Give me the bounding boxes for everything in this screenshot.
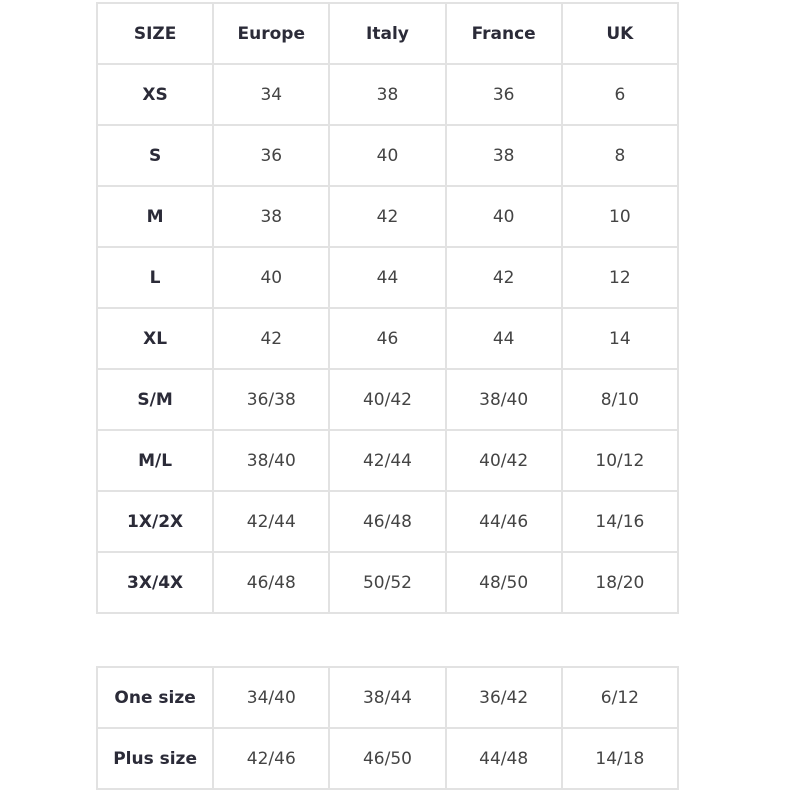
size-value-cell: 44	[328, 246, 447, 309]
size-value-cell: 42/46	[212, 727, 331, 790]
size-label-cell: S	[95, 124, 215, 187]
column-header: SIZE	[95, 2, 215, 65]
size-value-cell: 48/50	[444, 551, 563, 614]
table-row: S/M 36/38 40/42 38/40 8/10	[95, 368, 680, 431]
size-value-cell: 46/48	[212, 551, 331, 614]
table-row: XL 42 46 44 14	[95, 307, 680, 370]
column-header: Europe	[212, 2, 331, 65]
size-label-cell: M/L	[95, 429, 215, 492]
size-value-cell: 40	[328, 124, 447, 187]
size-value-cell: 42	[444, 246, 563, 309]
table-row: M/L 38/40 42/44 40/42 10/12	[95, 429, 680, 492]
size-value-cell: 38	[328, 63, 447, 126]
size-value-cell: 38/40	[444, 368, 563, 431]
header-row: SIZE Europe Italy France UK	[95, 2, 680, 65]
size-label-cell: XS	[95, 63, 215, 126]
size-value-cell: 34	[212, 63, 331, 126]
size-value-cell: 6/12	[560, 666, 680, 729]
size-value-cell: 38	[212, 185, 331, 248]
size-chart-table: SIZE Europe Italy France UK XS 34 38 36 6 S 36 40 38 8…	[95, 2, 680, 614]
size-label-cell: One size	[95, 666, 215, 729]
table-row: M 38 42 40 10	[95, 185, 680, 248]
size-value-cell: 38/44	[328, 666, 447, 729]
table-row: S 36 40 38 8	[95, 124, 680, 187]
size-label-cell: Plus size	[95, 727, 215, 790]
size-value-cell: 50/52	[328, 551, 447, 614]
size-value-cell: 8/10	[560, 368, 680, 431]
size-value-cell: 38/40	[212, 429, 331, 492]
size-label-cell: 3X/4X	[95, 551, 215, 614]
table-row: One size 34/40 38/44 36/42 6/12	[95, 666, 680, 729]
size-value-cell: 10/12	[560, 429, 680, 492]
table-row: 3X/4X 46/48 50/52 48/50 18/20	[95, 551, 680, 614]
size-value-cell: 14	[560, 307, 680, 370]
special-size-table: One size 34/40 38/44 36/42 6/12 Plus size 42/4…	[95, 666, 680, 790]
column-header: France	[444, 2, 563, 65]
size-value-cell: 46/50	[328, 727, 447, 790]
size-value-cell: 42	[328, 185, 447, 248]
size-value-cell: 40	[212, 246, 331, 309]
size-value-cell: 36	[444, 63, 563, 126]
size-value-cell: 42/44	[328, 429, 447, 492]
size-label-cell: S/M	[95, 368, 215, 431]
column-header: Italy	[328, 2, 447, 65]
size-value-cell: 40/42	[444, 429, 563, 492]
size-value-cell: 40/42	[328, 368, 447, 431]
table-row: L 40 44 42 12	[95, 246, 680, 309]
size-value-cell: 44/48	[444, 727, 563, 790]
size-value-cell: 34/40	[212, 666, 331, 729]
table-row: 1X/2X 42/44 46/48 44/46 14/16	[95, 490, 680, 553]
size-value-cell: 36/38	[212, 368, 331, 431]
size-value-cell: 36/42	[444, 666, 563, 729]
size-label-cell: L	[95, 246, 215, 309]
table-row: Plus size 42/46 46/50 44/48 14/18	[95, 727, 680, 790]
column-header: UK	[560, 2, 680, 65]
size-value-cell: 8	[560, 124, 680, 187]
size-value-cell: 44	[444, 307, 563, 370]
size-value-cell: 6	[560, 63, 680, 126]
size-value-cell: 46	[328, 307, 447, 370]
size-value-cell: 10	[560, 185, 680, 248]
size-value-cell: 42/44	[212, 490, 331, 553]
size-label-cell: M	[95, 185, 215, 248]
size-value-cell: 14/18	[560, 727, 680, 790]
size-value-cell: 46/48	[328, 490, 447, 553]
size-value-cell: 14/16	[560, 490, 680, 553]
size-value-cell: 12	[560, 246, 680, 309]
size-value-cell: 36	[212, 124, 331, 187]
size-value-cell: 42	[212, 307, 331, 370]
size-value-cell: 38	[444, 124, 563, 187]
size-value-cell: 40	[444, 185, 563, 248]
size-label-cell: XL	[95, 307, 215, 370]
table-row: XS 34 38 36 6	[95, 63, 680, 126]
size-label-cell: 1X/2X	[95, 490, 215, 553]
size-value-cell: 18/20	[560, 551, 680, 614]
size-value-cell: 44/46	[444, 490, 563, 553]
